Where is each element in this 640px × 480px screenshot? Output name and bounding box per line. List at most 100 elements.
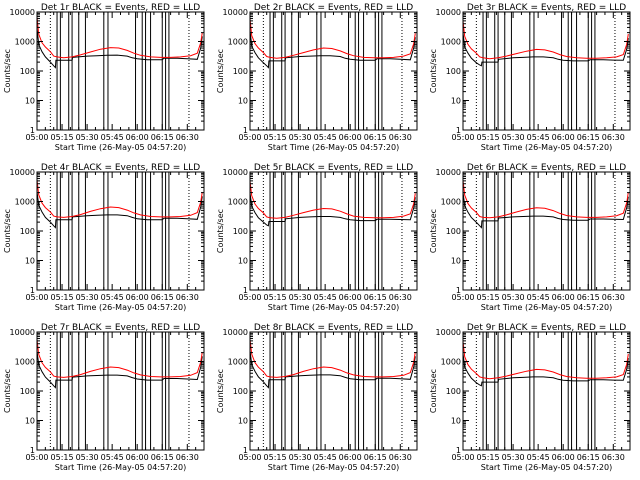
x-tick-label: 05:00 — [451, 453, 474, 462]
x-tick-label: 05:30 — [289, 293, 312, 302]
axes-frame — [36, 331, 205, 451]
x-tick-label: 05:30 — [76, 133, 99, 142]
x-tick-label: 05:45 — [527, 133, 550, 142]
x-tick-label: 06:00 — [339, 133, 362, 142]
x-tick-label: 05:15 — [477, 133, 500, 142]
y-tick-label: 1 — [30, 126, 35, 135]
y-tick-label: 10 — [25, 257, 35, 266]
x-axis-label: Start Time (26-May-05 04:57:20) — [268, 143, 399, 152]
y-tick-label: 10000 — [436, 168, 461, 177]
y-tick-label: 10000 — [223, 8, 248, 17]
x-axis-label: Start Time (26-May-05 04:57:20) — [55, 143, 186, 152]
y-tick-label: 1 — [456, 286, 461, 295]
x-tick-label: 05:15 — [477, 453, 500, 462]
series-lld — [36, 339, 203, 378]
y-tick-label: 10000 — [436, 328, 461, 337]
x-tick-label: 06:00 — [339, 293, 362, 302]
x-axis-label: Start Time (26-May-05 04:57:20) — [268, 463, 399, 472]
x-axis-label: Start Time (26-May-05 04:57:20) — [55, 463, 186, 472]
series-lld — [36, 179, 203, 218]
x-tick-label: 05:15 — [51, 293, 74, 302]
y-tick-label: 100 — [20, 387, 35, 396]
x-tick-label: 05:00 — [451, 133, 474, 142]
panel-title: Det 6r BLACK = Events, RED = LLD — [467, 163, 626, 173]
x-tick-label: 05:00 — [238, 133, 261, 142]
y-tick-label: 1000 — [228, 198, 248, 207]
x-tick-label: 05:15 — [51, 133, 74, 142]
y-axis-label: Counts/sec — [3, 49, 12, 93]
x-axis-label: Start Time (26-May-05 04:57:20) — [268, 303, 399, 312]
x-axis-label: Start Time (26-May-05 04:57:20) — [481, 463, 612, 472]
x-tick-label: 05:00 — [25, 293, 48, 302]
x-tick-label: 05:00 — [238, 453, 261, 462]
y-tick-label: 100 — [20, 227, 35, 236]
x-tick-label: 05:30 — [502, 293, 525, 302]
y-tick-label: 10 — [451, 257, 461, 266]
series-lld — [249, 18, 416, 59]
panel-6: Det 6r BLACK = Events, RED = LLD 1 10 100 10… — [429, 163, 631, 312]
x-tick-label: 06:00 — [339, 453, 362, 462]
x-tick-label: 06:00 — [126, 453, 149, 462]
x-tick-label: 06:30 — [389, 133, 412, 142]
series-events — [249, 192, 416, 227]
x-axis-label: Start Time (26-May-05 04:57:20) — [481, 143, 612, 152]
axes-frame — [36, 11, 205, 131]
y-tick-label: 1000 — [15, 38, 35, 47]
panel-title: Det 9r BLACK = Events, RED = LLD — [467, 323, 626, 333]
panel-7: Det 7r BLACK = Events, RED = LLD 1 10 100 10… — [3, 323, 205, 472]
x-tick-label: 05:30 — [289, 133, 312, 142]
x-tick-label: 06:30 — [176, 293, 199, 302]
x-tick-label: 05:45 — [314, 293, 337, 302]
panel-1: Det 1r BLACK = Events, RED = LLD 1 10 100 10… — [3, 3, 205, 152]
x-tick-label: 06:15 — [364, 293, 387, 302]
x-tick-label: 06:30 — [389, 293, 412, 302]
x-tick-label: 05:30 — [502, 453, 525, 462]
y-tick-label: 1000 — [228, 38, 248, 47]
x-tick-label: 05:15 — [264, 453, 287, 462]
y-tick-label: 1 — [243, 286, 248, 295]
axes-frame — [462, 171, 631, 291]
y-tick-label: 10 — [25, 417, 35, 426]
x-tick-label: 05:30 — [502, 133, 525, 142]
y-tick-label: 10000 — [10, 168, 35, 177]
y-axis-label: Counts/sec — [429, 49, 438, 93]
y-tick-label: 1 — [456, 126, 461, 135]
series-events — [462, 353, 629, 387]
y-axis-label: Counts/sec — [3, 369, 12, 413]
x-tick-label: 06:30 — [602, 133, 625, 142]
y-tick-label: 10 — [25, 97, 35, 106]
x-tick-label: 06:15 — [364, 133, 387, 142]
y-tick-label: 100 — [446, 387, 461, 396]
x-tick-label: 06:00 — [552, 293, 575, 302]
series-lld — [249, 180, 416, 219]
x-tick-label: 05:45 — [314, 133, 337, 142]
y-tick-label: 10000 — [10, 328, 35, 337]
x-tick-label: 06:00 — [552, 133, 575, 142]
x-axis-label: Start Time (26-May-05 04:57:20) — [481, 303, 612, 312]
panel-title: Det 1r BLACK = Events, RED = LLD — [41, 3, 200, 13]
x-tick-label: 05:15 — [477, 293, 500, 302]
series-lld — [462, 341, 629, 380]
x-tick-label: 05:15 — [264, 293, 287, 302]
series-events — [249, 29, 416, 69]
y-tick-label: 10 — [238, 97, 248, 106]
axes-frame — [249, 11, 418, 131]
y-tick-label: 1 — [243, 126, 248, 135]
y-axis-label: Counts/sec — [429, 209, 438, 253]
x-tick-label: 05:00 — [238, 293, 261, 302]
x-tick-label: 06:30 — [602, 453, 625, 462]
x-tick-label: 06:00 — [126, 133, 149, 142]
panel-9: Det 9r BLACK = Events, RED = LLD 1 10 100 10… — [429, 323, 631, 472]
panel-title: Det 3r BLACK = Events, RED = LLD — [467, 3, 626, 13]
x-tick-label: 05:45 — [527, 293, 550, 302]
x-tick-label: 06:30 — [176, 133, 199, 142]
x-tick-label: 06:30 — [602, 293, 625, 302]
series-events — [249, 350, 416, 389]
y-axis-label: Counts/sec — [429, 369, 438, 413]
y-tick-label: 100 — [233, 227, 248, 236]
x-tick-label: 06:00 — [552, 453, 575, 462]
x-tick-label: 06:30 — [176, 453, 199, 462]
x-tick-label: 06:00 — [126, 293, 149, 302]
y-tick-label: 10000 — [223, 168, 248, 177]
